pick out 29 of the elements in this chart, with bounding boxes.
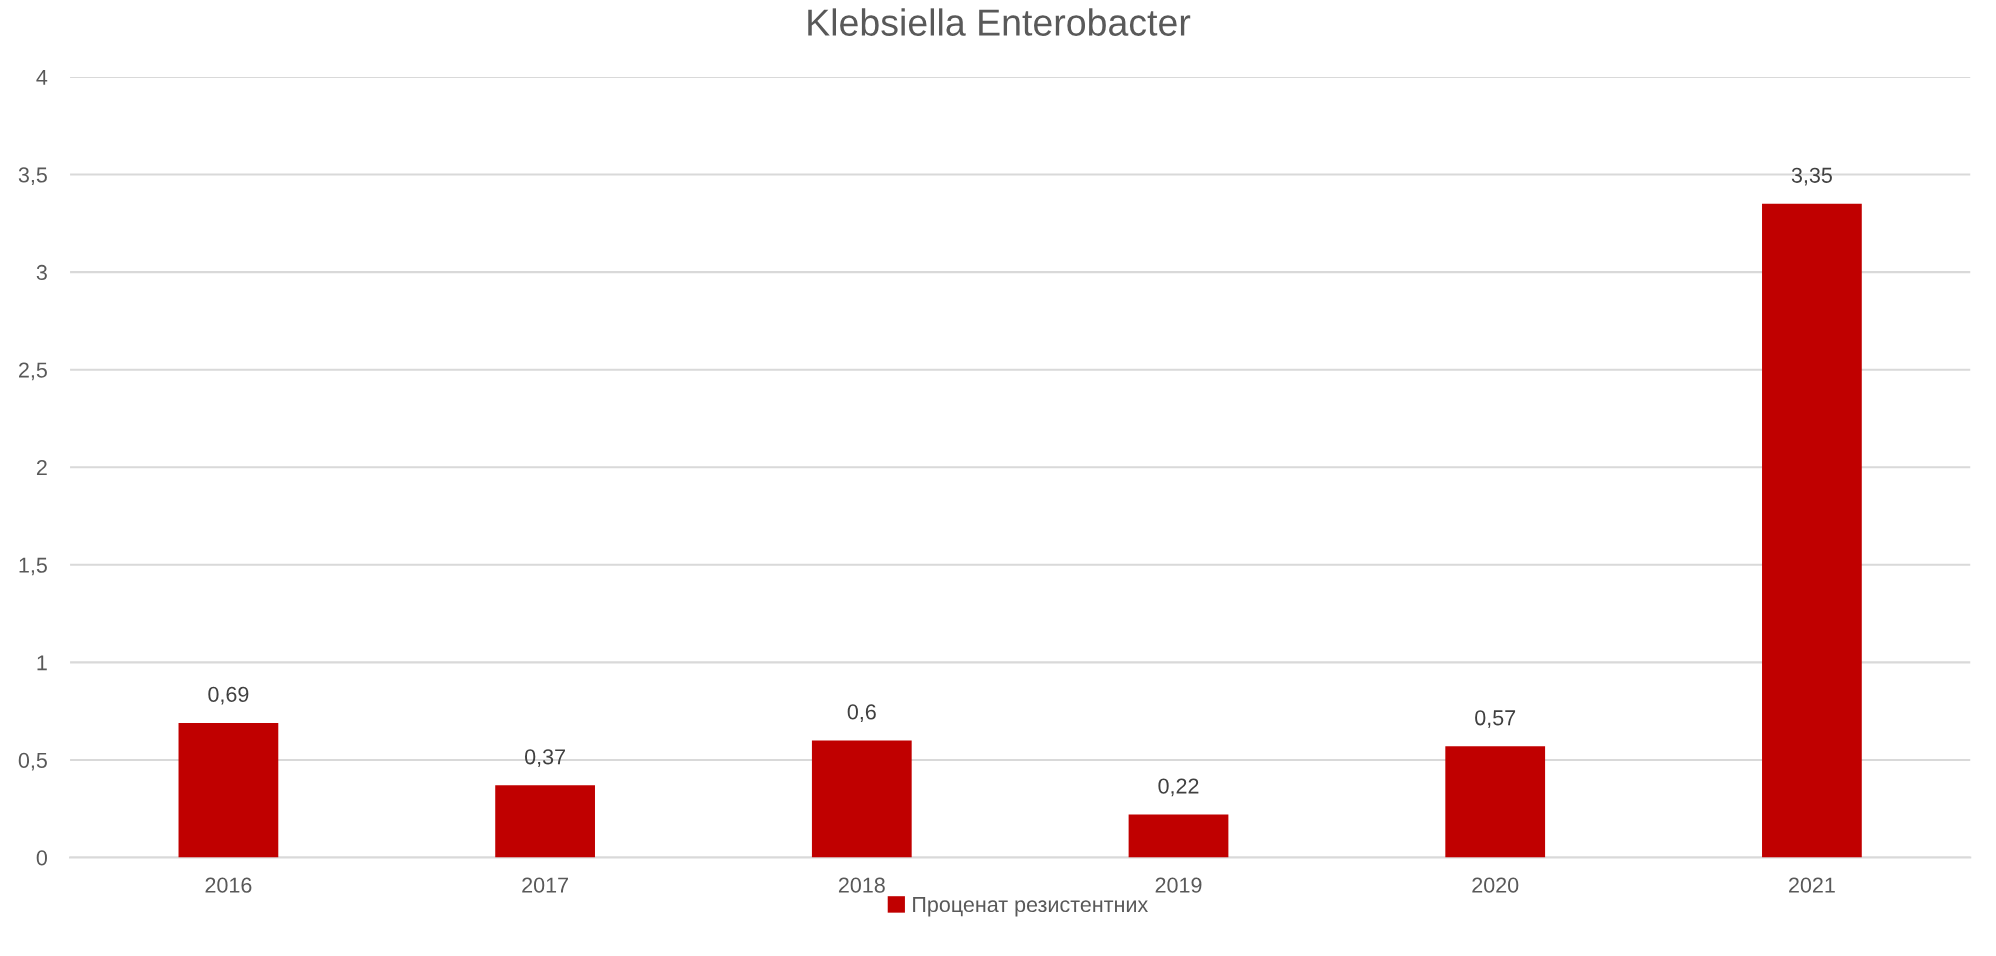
y-tick-label: 1,5 xyxy=(19,557,47,576)
chart-title: Klebsiella Enterobacter xyxy=(808,8,1191,36)
x-tick-label: 2016 xyxy=(205,877,252,893)
bar xyxy=(178,722,279,858)
data-label: 0,57 xyxy=(1475,710,1516,728)
y-tick-label: 3,5 xyxy=(18,167,47,186)
bar xyxy=(1445,746,1546,858)
x-tick-label: 2020 xyxy=(1472,877,1519,893)
y-tick-label: 0 xyxy=(36,850,47,866)
bar xyxy=(495,785,595,858)
x-tick-label: 2018 xyxy=(838,877,885,893)
bar xyxy=(1128,814,1229,858)
y-tick-label: 3 xyxy=(36,264,47,281)
y-tick-label: 0,5 xyxy=(18,752,47,771)
x-tick-label: 2021 xyxy=(1789,877,1835,893)
x-tick-label: 2019 xyxy=(1155,877,1202,893)
bar xyxy=(1762,203,1862,858)
legend-label: Проценат резистентних xyxy=(913,897,1148,917)
y-tick-label: 2,5 xyxy=(19,362,47,381)
x-tick-label: 2017 xyxy=(522,877,568,893)
data-label: 0,6 xyxy=(847,704,876,723)
data-label: 0,22 xyxy=(1158,778,1199,797)
data-label: 3,35 xyxy=(1791,167,1832,186)
data-label: 0,37 xyxy=(525,749,565,767)
bar xyxy=(811,740,912,858)
data-label: 0,69 xyxy=(208,686,249,705)
y-tick-label: 1 xyxy=(37,655,47,671)
y-tick-label: 4 xyxy=(36,69,48,85)
y-tick-label: 2 xyxy=(36,460,47,476)
